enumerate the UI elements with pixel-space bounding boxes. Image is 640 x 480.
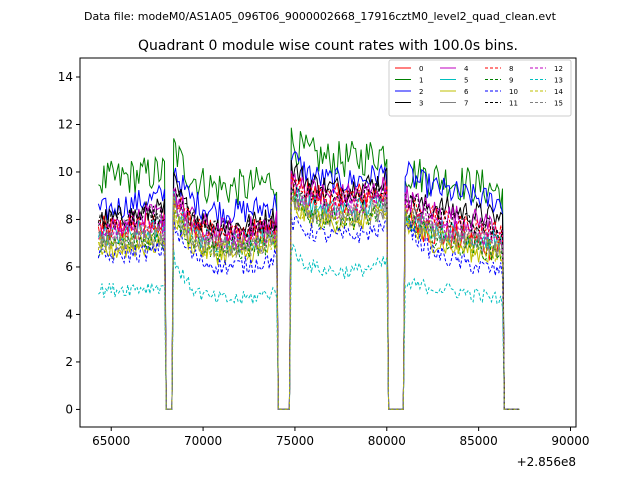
legend-label-11: 11 — [509, 100, 518, 108]
y-tick-label: 14 — [58, 70, 73, 84]
legend-label-8: 8 — [509, 65, 513, 73]
x-tick-label: 65000 — [92, 434, 130, 448]
x-axis: 65000 70000 75000 80000 85000 90000 — [92, 427, 590, 448]
legend-label-10: 10 — [509, 88, 518, 96]
y-axis: 0 2 4 6 8 10 12 14 — [58, 70, 80, 416]
legend-label-3: 3 — [419, 100, 423, 108]
legend-label-15: 15 — [554, 100, 563, 108]
series-line-15 — [98, 192, 520, 410]
legend-label-12: 12 — [554, 65, 563, 73]
axes-frame — [79, 57, 577, 428]
x-tick-label: 85000 — [460, 434, 498, 448]
x-tick-label: 90000 — [551, 434, 589, 448]
chart-title: Quadrant 0 module wise count rates with … — [138, 38, 518, 54]
y-tick-label: 12 — [58, 117, 73, 131]
legend-label-2: 2 — [419, 88, 423, 96]
y-tick-label: 0 — [65, 402, 73, 416]
y-tick-label: 2 — [65, 355, 73, 369]
legend-label-13: 13 — [554, 77, 563, 85]
x-tick-label: 80000 — [368, 434, 406, 448]
x-axis-offset-label: +2.856e8 — [517, 455, 576, 469]
series-line-12 — [98, 178, 520, 410]
legend-label-14: 14 — [554, 88, 563, 96]
series-line-11 — [97, 179, 520, 410]
legend-box — [388, 59, 572, 117]
legend-label-1: 1 — [419, 77, 423, 85]
legend-label-0: 0 — [419, 65, 423, 73]
legend-label-6: 6 — [464, 88, 469, 96]
plot-lines — [97, 127, 520, 410]
legend-label-4: 4 — [464, 65, 469, 73]
x-tick-label: 70000 — [184, 434, 222, 448]
series-line-1 — [98, 127, 520, 410]
y-tick-label: 8 — [65, 212, 73, 226]
y-tick-label: 4 — [65, 307, 73, 321]
y-tick-label: 10 — [58, 165, 73, 179]
legend-label-7: 7 — [464, 100, 468, 108]
series-line-13 — [98, 243, 520, 410]
chart-suptitle: Data file: modeM0/AS1A05_096T06_90000026… — [84, 10, 557, 23]
x-tick-label: 75000 — [276, 434, 314, 448]
legend-label-5: 5 — [464, 77, 468, 85]
legend-label-9: 9 — [509, 77, 513, 85]
series-line-5 — [97, 185, 520, 410]
y-tick-label: 6 — [65, 260, 73, 274]
